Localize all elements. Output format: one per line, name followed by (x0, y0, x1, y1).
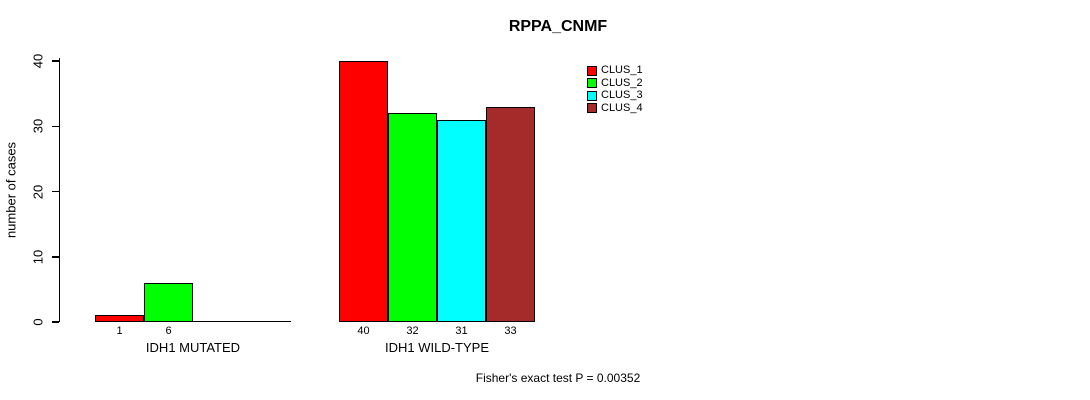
chart-title: RPPA_CNMF (508, 18, 608, 35)
legend-item-clus-1: CLUS_1 (587, 65, 643, 76)
bar-value-label-clus-2-idh1-mutated: 6 (165, 325, 172, 337)
group-label-idh1-wild-type: IDH1 WILD-TYPE (384, 340, 490, 355)
bar-clus-3-idh1-wild-type (437, 119, 486, 322)
bar-value-label-clus-1-idh1-mutated: 1 (116, 325, 123, 337)
bar-value-label-clus-1-idh1-wild-type: 40 (357, 325, 370, 337)
legend-swatch-clus-3 (587, 90, 597, 101)
legend-item-clus-4: CLUS_4 (587, 101, 643, 114)
y-axis-tick (51, 256, 59, 258)
legend-label-clus-2: CLUS_2 (601, 76, 643, 89)
y-tick-label: 20 (30, 184, 46, 199)
bar-clus-1-idh1-mutated (95, 315, 144, 322)
y-tick-label: 30 (30, 119, 46, 134)
y-tick-label: 40 (30, 53, 46, 69)
y-axis-tick (51, 125, 59, 127)
legend-label-clus-1: CLUS_1 (601, 64, 643, 76)
y-tick-label: 0 (30, 318, 46, 326)
bar-clus-2-idh1-wild-type (388, 113, 437, 322)
y-axis-label: number of cases (3, 141, 19, 239)
legend-swatch-clus-4 (587, 103, 597, 113)
x-baseline-idh1-mutated (95, 320, 291, 322)
legend-swatch-clus-1 (587, 65, 597, 76)
y-axis-tick (51, 190, 59, 193)
fisher-test-annotation: Fisher's exact test P = 0.00352 (475, 371, 641, 385)
y-axis-line (58, 58, 60, 322)
y-tick-label: 10 (30, 249, 46, 264)
legend-swatch-clus-2 (587, 78, 597, 88)
bar-value-label-clus-4-idh1-wild-type: 33 (504, 325, 517, 337)
legend-label-clus-3: CLUS_3 (601, 89, 643, 101)
legend-item-clus-2: CLUS_2 (587, 76, 643, 89)
y-axis-tick (51, 60, 59, 62)
bar-clus-1-idh1-wild-type (339, 61, 388, 322)
bar-clus-4-idh1-wild-type (486, 106, 535, 322)
group-label-idh1-mutated: IDH1 MUTATED (145, 340, 241, 355)
bar-value-label-clus-2-idh1-wild-type: 32 (406, 325, 419, 337)
legend-label-clus-4: CLUS_4 (601, 101, 643, 114)
y-axis-tick (51, 321, 59, 323)
bar-value-label-clus-3-idh1-wild-type: 31 (455, 325, 468, 337)
bar-clus-2-idh1-mutated (144, 282, 193, 322)
legend-item-clus-3: CLUS_3 (587, 90, 643, 101)
